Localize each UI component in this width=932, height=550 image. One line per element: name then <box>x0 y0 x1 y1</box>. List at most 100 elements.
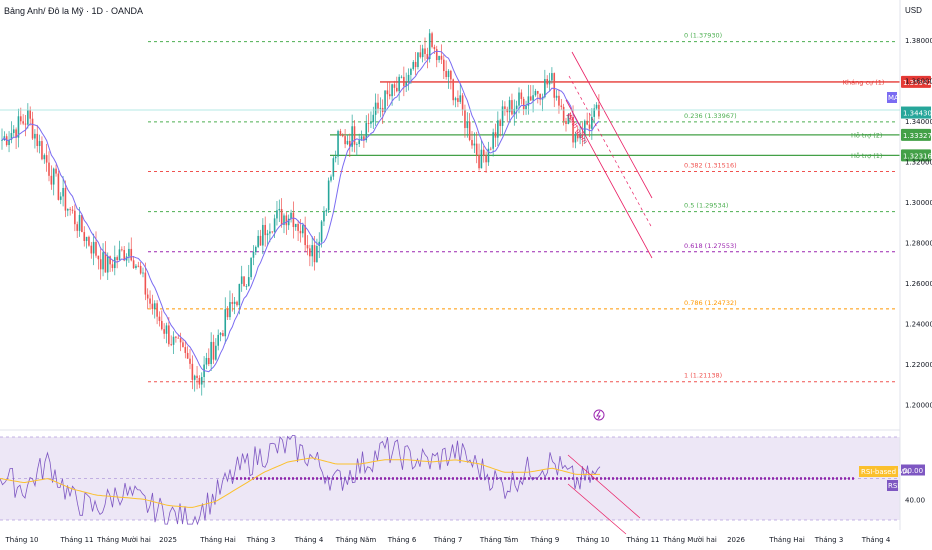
candle-body <box>67 208 69 211</box>
candle-body <box>144 272 147 295</box>
candle-body <box>184 347 187 353</box>
candle-body <box>581 134 584 136</box>
candle-body <box>163 329 165 334</box>
candle-body <box>24 123 27 125</box>
fib-label-0: 0 (1.37930) <box>684 32 722 40</box>
candle-body <box>229 302 231 318</box>
candle-body <box>553 73 556 98</box>
candle-body <box>294 223 297 228</box>
candle-body <box>262 224 264 246</box>
time-axis[interactable]: Tháng 10 Tháng 11 Tháng Mười hai 2025 Tháng … <box>4 536 890 544</box>
candle-body <box>158 316 161 321</box>
candle-body <box>316 246 318 263</box>
chart-title: Bảng Anh/ Đô la Mỹ · 1D · OANDA <box>4 6 144 16</box>
fib-label-0.5: 0.5 (1.29534) <box>684 202 728 210</box>
candle-body <box>38 141 41 146</box>
candle-body <box>252 251 255 258</box>
candle-body <box>405 82 407 87</box>
candle-body <box>250 257 252 278</box>
candle-body <box>264 224 266 236</box>
channel-upper <box>571 51 653 199</box>
rsi-level-tag: 50.00 <box>903 467 923 475</box>
candle-body <box>151 303 154 310</box>
candle-body <box>222 333 224 337</box>
candle-body <box>170 344 172 346</box>
ma-tag: MA <box>888 94 899 102</box>
lightning-icon <box>596 410 601 420</box>
candle-body <box>548 80 551 85</box>
candle-body <box>255 246 257 252</box>
candle-body <box>567 114 570 124</box>
candle-body <box>69 208 71 210</box>
candle-body <box>494 132 497 138</box>
candle-body <box>109 256 111 265</box>
candle-body <box>236 301 238 306</box>
candle-body <box>240 276 243 284</box>
candle-body <box>165 325 168 334</box>
candle-body <box>379 107 382 109</box>
candle-body <box>480 149 483 169</box>
candle-body <box>85 236 88 241</box>
time-tick-label: Tháng 11 <box>625 536 659 544</box>
candle-body <box>304 225 306 246</box>
price-tick-label: 1.32000 <box>905 158 932 166</box>
candle-body <box>482 149 485 156</box>
candle-body <box>435 49 438 61</box>
time-tick-label: Tháng Mười hai <box>662 536 717 544</box>
fibonacci-levels: 0 (1.37930) 0.236 (1.33967) 0.382 (1.31516… <box>148 32 898 383</box>
candle-body <box>525 105 527 110</box>
candle-body <box>393 84 396 88</box>
candle-body <box>161 320 163 330</box>
candle-body <box>177 337 180 339</box>
candle-body <box>299 230 302 234</box>
candle-body <box>337 131 339 157</box>
fib-label-0.618: 0.618 (1.27553) <box>684 242 737 250</box>
candle-body <box>175 336 177 338</box>
candle-body <box>149 298 151 304</box>
level-label-1: Kháng cự (1) <box>843 78 885 86</box>
price-tick-label: 1.36000 <box>905 77 932 85</box>
candle-body <box>513 108 516 115</box>
time-tick-label: Tháng 11 <box>59 536 93 544</box>
candle-body <box>59 196 62 200</box>
candle-body <box>231 302 234 304</box>
candle-body <box>478 154 480 169</box>
candle-body <box>95 241 97 256</box>
time-tick-label: Tháng 6 <box>387 536 417 544</box>
candle-body <box>302 225 304 234</box>
last-price-tag-bg <box>901 106 931 119</box>
time-tick-label: Tháng 3 <box>246 536 276 544</box>
candle-body <box>245 286 248 288</box>
candle-body <box>501 106 504 126</box>
level-label-2: Hỗ trợ (2) <box>851 130 882 139</box>
candle-body <box>123 249 125 261</box>
candle-body <box>438 55 440 61</box>
candle-body <box>287 218 290 226</box>
candle-body <box>29 110 31 119</box>
candle-body <box>445 71 447 78</box>
candle-body <box>565 120 567 124</box>
candle-body <box>546 79 548 85</box>
candle-body <box>212 341 215 360</box>
candle-body <box>193 375 196 380</box>
candle-body <box>200 377 203 385</box>
currency-label: USD <box>905 6 922 15</box>
ma-tag-bg <box>887 92 897 103</box>
candle-body <box>452 79 454 101</box>
price-tick-label: 1.34000 <box>905 118 932 126</box>
candle-body <box>17 116 20 138</box>
candle-body <box>562 106 565 121</box>
candle-body <box>569 114 572 118</box>
candle-body <box>574 134 577 143</box>
candle-body <box>156 303 158 317</box>
misc-markers <box>0 0 901 530</box>
candle-body <box>537 91 539 94</box>
candle-body <box>146 294 149 299</box>
candle-body <box>276 210 278 219</box>
candle-body <box>12 129 15 133</box>
candle-body <box>55 168 57 174</box>
price-axis[interactable]: 1.38000 1.36000 1.34000 1.32000 1.30000 1.280… <box>887 37 932 410</box>
moving-average <box>1 50 600 373</box>
